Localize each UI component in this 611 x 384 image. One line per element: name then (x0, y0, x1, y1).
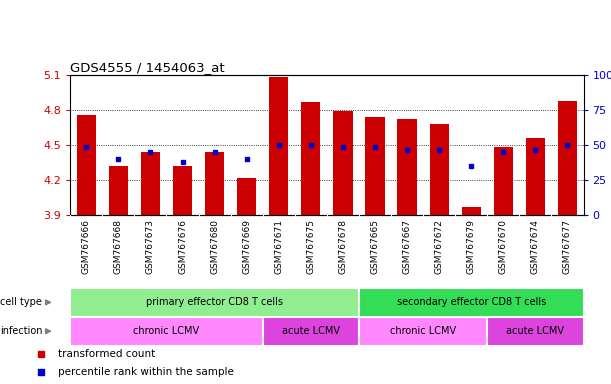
Text: GSM767680: GSM767680 (210, 219, 219, 274)
Text: GSM767676: GSM767676 (178, 219, 187, 274)
Text: GSM767678: GSM767678 (338, 219, 348, 274)
Text: percentile rank within the sample: percentile rank within the sample (58, 366, 234, 377)
Text: GSM767667: GSM767667 (403, 219, 412, 274)
Text: GSM767675: GSM767675 (306, 219, 315, 274)
Text: GSM767673: GSM767673 (146, 219, 155, 274)
Bar (494, 147, 513, 215)
Bar (77, 114, 96, 215)
Text: GDS4555 / 1454063_at: GDS4555 / 1454063_at (70, 61, 225, 74)
Text: GSM767674: GSM767674 (531, 219, 540, 273)
Bar (365, 117, 385, 215)
Bar (359, 288, 584, 317)
Text: GSM767666: GSM767666 (82, 219, 91, 274)
Text: GSM767669: GSM767669 (242, 219, 251, 274)
Text: GSM767677: GSM767677 (563, 219, 572, 274)
Bar (359, 317, 488, 346)
Bar (70, 288, 359, 317)
Bar (334, 111, 353, 215)
Text: GSM767679: GSM767679 (467, 219, 476, 274)
Text: GSM767671: GSM767671 (274, 219, 284, 274)
Text: transformed count: transformed count (58, 349, 155, 359)
Bar (109, 166, 128, 215)
Bar (269, 77, 288, 215)
Text: secondary effector CD8 T cells: secondary effector CD8 T cells (397, 297, 546, 308)
Bar (488, 317, 584, 346)
Text: acute LCMV: acute LCMV (282, 326, 340, 336)
Text: chronic LCMV: chronic LCMV (390, 326, 456, 336)
Text: infection: infection (0, 326, 42, 336)
Bar (525, 138, 545, 215)
Bar (205, 152, 224, 215)
Bar (263, 317, 359, 346)
Text: GSM767670: GSM767670 (499, 219, 508, 274)
Text: GSM767665: GSM767665 (370, 219, 379, 274)
Text: GSM767668: GSM767668 (114, 219, 123, 274)
Text: GSM767672: GSM767672 (434, 219, 444, 273)
Bar (462, 207, 481, 215)
Bar (430, 124, 448, 215)
Bar (301, 102, 320, 215)
Text: acute LCMV: acute LCMV (507, 326, 565, 336)
Text: primary effector CD8 T cells: primary effector CD8 T cells (146, 297, 283, 308)
Bar (237, 178, 257, 215)
Bar (141, 152, 160, 215)
Text: cell type: cell type (0, 297, 42, 308)
Bar (70, 317, 263, 346)
Bar (173, 166, 192, 215)
Text: chronic LCMV: chronic LCMV (133, 326, 200, 336)
Bar (398, 119, 417, 215)
Bar (558, 101, 577, 215)
